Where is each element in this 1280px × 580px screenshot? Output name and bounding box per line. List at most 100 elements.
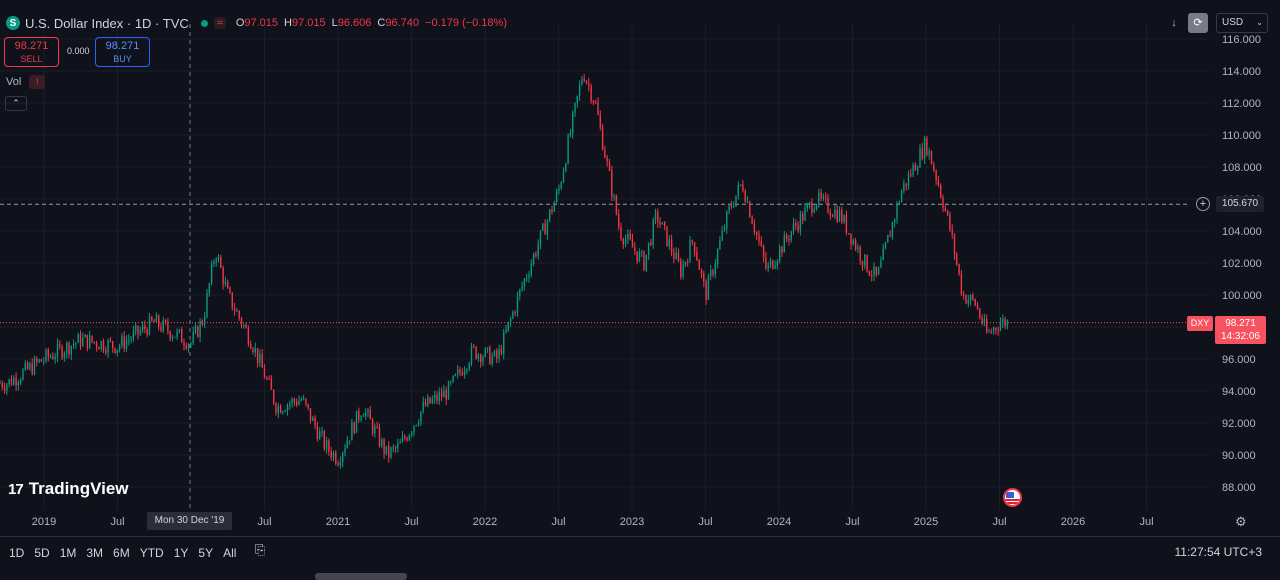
candle (178, 328, 181, 334)
candle (1006, 319, 1009, 330)
candle (604, 145, 606, 159)
candle (645, 254, 647, 273)
candle (381, 437, 383, 449)
candle (848, 233, 850, 235)
candle (463, 366, 466, 379)
candle (422, 396, 424, 414)
buy-button[interactable]: 98.271 BUY (95, 37, 150, 67)
candle (831, 213, 834, 218)
us-flag-event-icon[interactable] (1003, 488, 1022, 507)
candle (43, 356, 45, 366)
candle (282, 410, 284, 415)
candle (342, 451, 344, 468)
symbol-logo-icon: S (6, 16, 20, 30)
candle (767, 261, 769, 273)
candle (275, 402, 277, 416)
symbol-title[interactable]: U.S. Dollar Index · 1D · TVC (25, 15, 189, 31)
collapse-legend-icon[interactable]: ⌃ (5, 96, 27, 111)
sell-button[interactable]: 98.271 SELL (4, 37, 59, 67)
candle (397, 438, 399, 453)
candle (756, 231, 758, 240)
currency-select[interactable]: USD ⌄ (1216, 13, 1268, 33)
date-range-icon[interactable]: ⎘ (255, 542, 266, 557)
range-6m[interactable]: 6M (113, 546, 130, 560)
candle (148, 312, 151, 336)
candle (684, 261, 687, 268)
low-label: L (331, 17, 338, 29)
candle (960, 270, 963, 297)
candle (141, 321, 144, 334)
candle (392, 444, 394, 453)
data-wave-icon[interactable]: ≈ (213, 17, 226, 29)
x-tick-label: 2026 (1061, 516, 1085, 528)
candle (900, 189, 903, 203)
candle (539, 230, 542, 250)
close-value: 96.740 (385, 17, 420, 29)
volume-error-icon[interactable]: ! (29, 75, 46, 89)
candle (910, 168, 912, 178)
candle (834, 204, 836, 220)
gear-icon[interactable]: ⚙ (1235, 514, 1247, 529)
candle (450, 380, 452, 386)
candle (153, 318, 155, 322)
range-1d[interactable]: 1D (9, 546, 25, 560)
candle (353, 421, 355, 435)
candle (861, 260, 864, 271)
candle (309, 408, 312, 424)
candle (371, 417, 374, 437)
candle (348, 440, 351, 445)
candle (38, 358, 40, 364)
volume-legend[interactable]: Vol ! (6, 75, 46, 89)
candle (493, 349, 496, 358)
candle (997, 326, 999, 336)
candle (296, 398, 298, 408)
candle (693, 241, 696, 257)
candle (687, 258, 689, 267)
candle (871, 270, 873, 282)
range-5d[interactable]: 5D (34, 546, 50, 560)
range-all[interactable]: All (223, 546, 237, 560)
candle (351, 418, 353, 441)
candle (401, 431, 404, 443)
horizontal-scrollbar[interactable] (315, 573, 407, 580)
clock-timezone[interactable]: 11:27:54 UTC+3 (1174, 545, 1263, 559)
candle (983, 313, 986, 327)
candle (33, 355, 36, 376)
candle (461, 368, 463, 377)
candle (829, 208, 831, 220)
range-1y[interactable]: 1Y (173, 546, 189, 560)
candle (595, 99, 597, 104)
range-1m[interactable]: 1M (59, 546, 77, 560)
candle (102, 338, 105, 353)
candle (620, 222, 622, 241)
candle (321, 426, 323, 437)
candle (707, 273, 710, 300)
candle (590, 83, 592, 104)
candle (259, 349, 261, 368)
y-tick-label: 94.000 (1222, 386, 1256, 398)
candle (109, 336, 112, 343)
candle (424, 398, 427, 407)
y-tick-label: 100.000 (1222, 290, 1262, 302)
price-chart[interactable]: 88.00090.00092.00094.00096.00098.000100.… (0, 0, 1280, 536)
candle (811, 198, 813, 217)
range-3m[interactable]: 3M (86, 546, 104, 560)
candle (238, 310, 240, 321)
candle (482, 354, 484, 367)
candle (158, 314, 160, 331)
candle (240, 316, 243, 329)
candle (638, 248, 641, 263)
range-5y[interactable]: 5Y (198, 546, 214, 560)
market-status-dot[interactable] (200, 19, 208, 27)
tradingview-logo[interactable]: 17 TradingView (8, 479, 129, 499)
add-alert-plus-icon[interactable]: + (1196, 197, 1210, 211)
range-ytd[interactable]: YTD (139, 546, 164, 560)
candle (981, 314, 983, 326)
candle (549, 208, 551, 223)
candle (698, 259, 700, 270)
candle (59, 340, 61, 350)
candle (13, 374, 15, 386)
candle (49, 353, 52, 359)
download-icon[interactable]: ↓ (1171, 17, 1177, 29)
sync-icon[interactable]: ⟳ (1188, 13, 1208, 33)
